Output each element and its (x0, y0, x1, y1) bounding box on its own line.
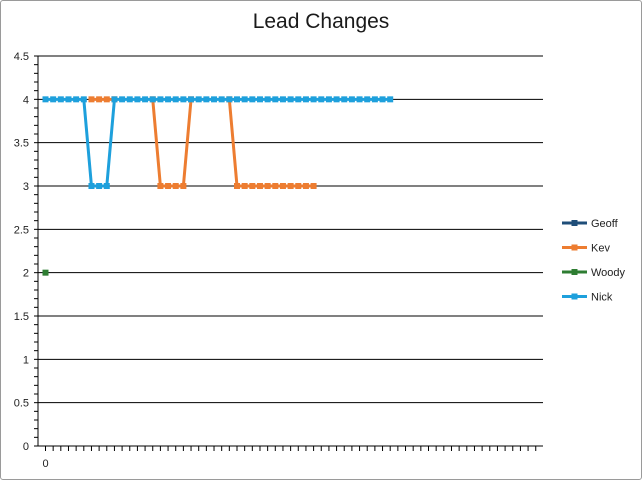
data-point-kev (310, 183, 317, 189)
y-tick-label: 4.5 (14, 51, 29, 63)
data-point-kev (234, 183, 240, 189)
data-point-nick (249, 96, 256, 103)
y-tick-label: 1.5 (14, 311, 29, 323)
y-tick-label: 3 (23, 181, 29, 193)
data-point-nick (341, 96, 348, 103)
y-tick-label: 0 (23, 441, 29, 453)
data-point-kev (103, 96, 110, 103)
data-point-nick (57, 96, 64, 103)
data-point-kev (256, 183, 263, 189)
data-point-kev (302, 183, 309, 189)
y-tick-label: 1 (23, 354, 29, 366)
data-point-nick (103, 183, 110, 189)
data-point-nick (356, 96, 363, 103)
data-point-nick (65, 96, 72, 103)
data-point-nick (295, 96, 302, 103)
data-point-nick (157, 96, 164, 103)
y-tick-label: 3.5 (14, 138, 29, 150)
data-point-nick (203, 96, 210, 103)
y-tick-label: 0.5 (14, 398, 29, 410)
data-point-nick (195, 96, 202, 103)
data-point-nick (126, 96, 133, 103)
axes: 0 0.5 1 1.5 2 2.5 3 3.5 4 4.5 0 (14, 51, 543, 470)
data-point-kev (180, 183, 187, 189)
legend-marker-woody (571, 269, 578, 275)
data-point-nick (234, 96, 240, 103)
data-point-woody (42, 269, 49, 276)
data-point-nick (325, 96, 332, 103)
data-point-kev (165, 183, 172, 189)
data-point-nick (348, 96, 355, 103)
legend-marker-kev (571, 244, 578, 251)
data-point-kev (295, 183, 302, 189)
data-point-nick (241, 96, 248, 103)
data-point-kev (279, 183, 286, 189)
data-point-nick (310, 96, 317, 103)
legend-label-nick: Nick (591, 292, 613, 304)
data-point-nick (302, 96, 309, 103)
legend-label-kev: Kev (591, 243, 610, 255)
y-tick-label: 4 (23, 94, 29, 106)
data-point-nick (96, 183, 103, 189)
data-point-kev (241, 183, 248, 189)
data-point-nick (111, 96, 118, 103)
data-point-nick (287, 96, 294, 103)
data-point-nick (387, 96, 394, 103)
data-point-nick (50, 96, 57, 103)
data-point-kev (264, 183, 271, 189)
y-tick-label: 2 (23, 268, 29, 280)
data-point-nick (318, 96, 325, 103)
data-point-nick (379, 96, 386, 103)
chart-title: Lead Changes (252, 10, 390, 33)
data-point-nick (226, 96, 233, 103)
data-point-nick (165, 96, 172, 103)
legend-marker-nick (571, 293, 578, 300)
data-point-nick (73, 96, 80, 103)
data-point-nick (279, 96, 286, 103)
data-point-nick (80, 96, 87, 103)
data-point-nick (88, 183, 95, 189)
x-tick-label: 0 (42, 458, 48, 470)
data-point-nick (218, 96, 225, 103)
data-point-nick (364, 96, 371, 103)
series-line-nick (45, 97, 391, 188)
data-point-kev (96, 96, 103, 103)
data-point-nick (333, 96, 340, 103)
data-point-kev (249, 183, 256, 189)
y-tick-label: 2.5 (14, 224, 29, 236)
data-point-nick (256, 96, 263, 103)
legend-label-woody: Woody (591, 267, 626, 279)
data-point-kev (287, 183, 294, 189)
data-point-kev (88, 96, 95, 103)
legend-marker-geoff (571, 220, 578, 226)
legend: Geoff Kev Woody Nick (562, 218, 626, 304)
data-point-nick (42, 96, 49, 103)
data-point-nick (119, 96, 126, 103)
data-point-nick (211, 96, 218, 103)
data-point-nick (172, 96, 179, 103)
data-point-nick (264, 96, 271, 103)
data-point-kev (172, 183, 179, 189)
data-point-nick (149, 96, 156, 103)
series-line-kev (151, 99, 193, 188)
data-point-kev (272, 183, 279, 189)
series-lines (42, 96, 394, 276)
data-point-kev (157, 183, 164, 189)
data-point-nick (180, 96, 187, 103)
data-point-nick (371, 96, 378, 103)
legend-label-geoff: Geoff (591, 218, 619, 230)
data-point-nick (272, 96, 279, 103)
data-point-nick (188, 96, 195, 103)
data-point-nick (134, 96, 141, 103)
data-point-nick (142, 96, 149, 103)
